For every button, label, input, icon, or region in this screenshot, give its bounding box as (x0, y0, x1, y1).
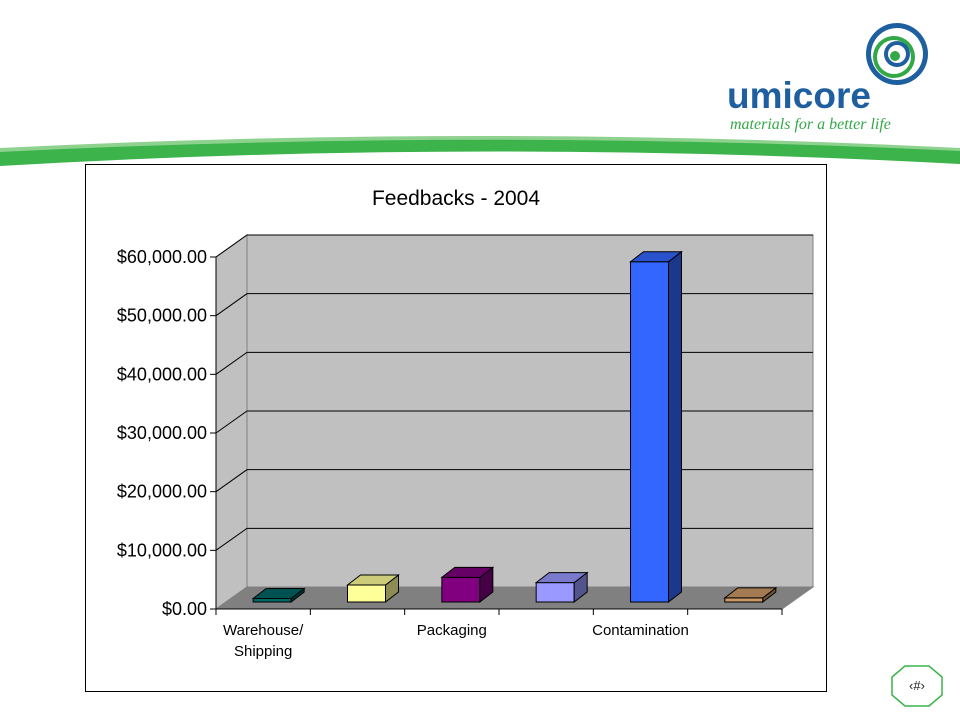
bar-top (440, 566, 495, 578)
bar-top (251, 587, 306, 599)
header-swoosh-band (0, 136, 960, 166)
y-tick-label: $50,000.00 (117, 306, 207, 326)
bar-front (724, 597, 764, 603)
bar-top (534, 572, 589, 584)
bar-front (347, 584, 386, 603)
y-tick-label: $30,000.00 (117, 423, 207, 443)
y-gridline (215, 293, 813, 317)
chart-frame: Feedbacks - 2004 $0.00 $10,000.00 $20,000.… (85, 164, 827, 692)
bar-front (252, 597, 292, 603)
chart-floor (214, 586, 815, 610)
x-category-label: Shipping (234, 643, 292, 660)
y-gridline (215, 410, 813, 434)
x-category-label: Packaging (417, 622, 487, 639)
y-gridline (215, 469, 813, 493)
bar-top (346, 574, 400, 586)
y-tick-label: $20,000.00 (117, 482, 207, 502)
chart-title: Feedbacks - 2004 (372, 187, 540, 210)
bar-front (441, 576, 481, 603)
y-tick-label: $0.00 (162, 599, 207, 619)
umicore-logo: umicore materials for a better life (727, 23, 928, 133)
y-tick-label: $60,000.00 (117, 247, 207, 267)
bar-front (630, 261, 669, 603)
slide-number-badge: ‹#› (890, 664, 944, 708)
bar-top (629, 251, 683, 263)
slide-number: ‹#› (909, 678, 925, 693)
y-gridline (215, 234, 813, 258)
feedbacks-bar-chart: Feedbacks - 2004 $0.00 $10,000.00 $20,000.… (117, 187, 815, 660)
y-tick-label: $10,000.00 (117, 540, 207, 560)
bar-side (668, 250, 682, 604)
y-gridline (215, 351, 813, 375)
slide-number-octagon-icon (891, 665, 943, 707)
x-category-label: Contamination (592, 622, 689, 639)
y-gridline (215, 527, 813, 551)
y-tick-label: $40,000.00 (117, 364, 207, 384)
logo-tagline: materials for a better life (730, 116, 891, 133)
x-category-label: Warehouse/ (223, 622, 304, 639)
bar-front (535, 582, 575, 603)
logo-rings-icon (866, 23, 928, 85)
logo-wordmark: umicore (727, 75, 871, 116)
bar-top (723, 587, 778, 599)
